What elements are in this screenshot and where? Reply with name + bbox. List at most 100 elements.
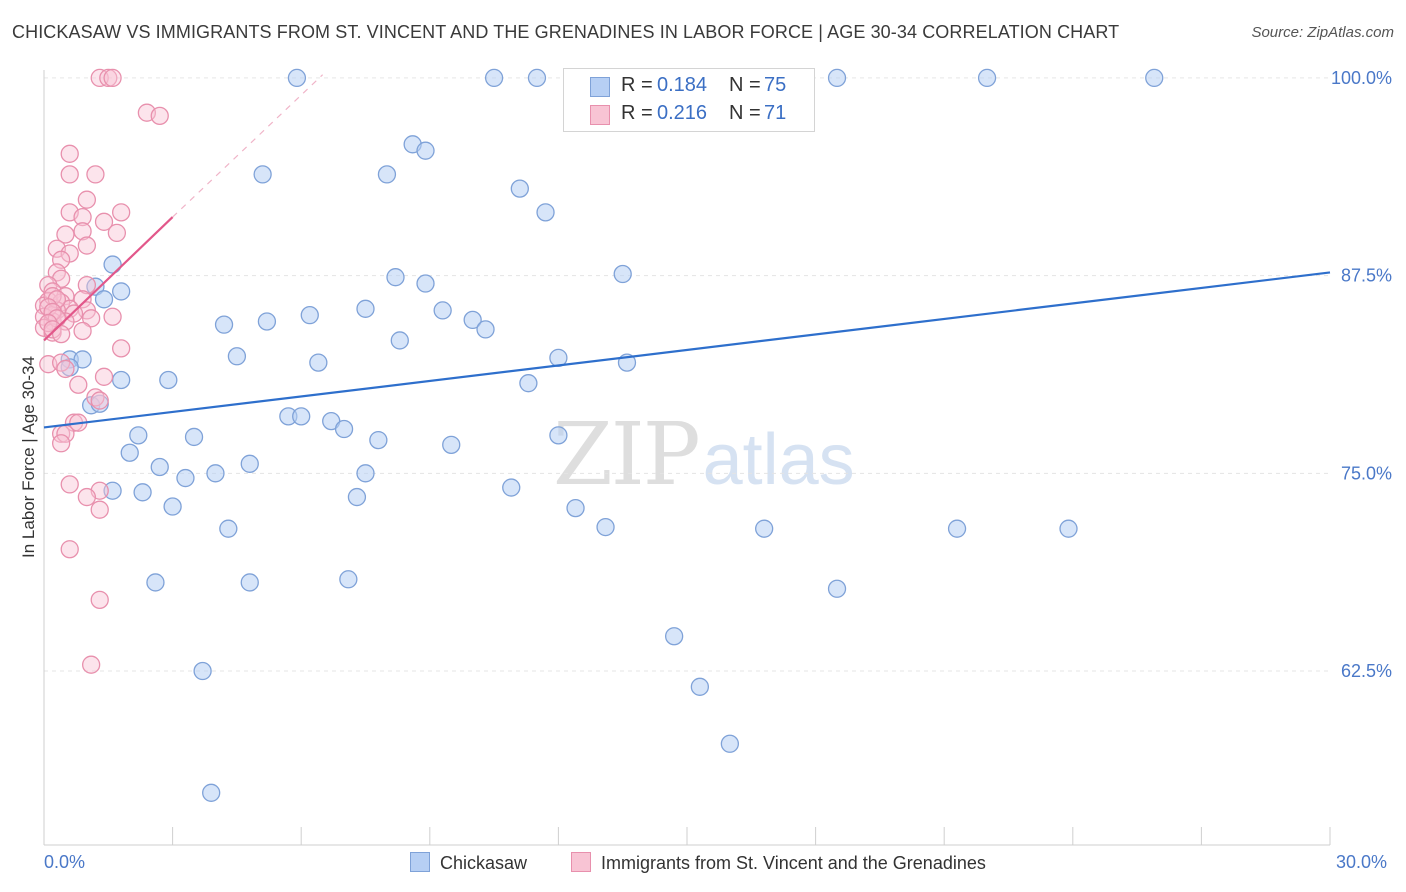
point-chickasaw: [193, 661, 212, 681]
point-chickasaw: [536, 203, 555, 222]
point-chickasaw: [377, 165, 397, 184]
point-chickasaw: [510, 179, 529, 198]
point-chickasaw: [112, 370, 131, 390]
y-tick-label: 75.0%: [1341, 463, 1392, 483]
point-chickasaw: [977, 68, 997, 88]
point-chickasaw: [433, 301, 452, 320]
point-immigrants: [82, 655, 101, 674]
point-chickasaw: [146, 573, 165, 592]
point-chickasaw: [240, 454, 259, 473]
point-chickasaw: [463, 310, 482, 330]
point-immigrants: [94, 367, 114, 386]
watermark: ZIPatlas: [553, 405, 855, 505]
x-tick-label-max: 30.0%: [1336, 852, 1388, 872]
point-immigrants: [112, 339, 131, 358]
point-immigrants: [103, 68, 122, 88]
trend-line-immigrants-extension: [172, 74, 324, 218]
point-chickasaw: [339, 570, 358, 589]
point-immigrants: [77, 275, 97, 295]
point-immigrants: [43, 320, 62, 339]
x-tick-label-min: 0.0%: [44, 852, 86, 872]
bottom-legend-label-chickasaw: Chickasaw: [440, 853, 528, 873]
point-chickasaw: [150, 457, 169, 477]
point-chickasaw: [1059, 519, 1078, 538]
point-immigrants: [56, 225, 75, 244]
point-chickasaw: [300, 306, 319, 325]
source-label: Source: ZipAtlas.com: [1251, 24, 1394, 41]
point-chickasaw: [476, 320, 495, 339]
point-chickasaw: [356, 464, 375, 483]
point-immigrants: [73, 321, 92, 341]
legend-r-label: R =: [621, 74, 653, 96]
point-immigrants: [112, 203, 131, 222]
point-chickasaw: [287, 68, 307, 88]
point-immigrants: [107, 223, 127, 243]
point-chickasaw: [202, 783, 221, 802]
legend-r-label: R =: [621, 102, 653, 124]
point-chickasaw: [442, 435, 461, 454]
point-chickasaw: [257, 312, 277, 331]
point-chickasaw: [1145, 68, 1164, 88]
legend-swatch-chickasaw: [590, 77, 610, 97]
chart-title: CHICKASAW VS IMMIGRANTS FROM ST. VINCENT…: [12, 22, 1120, 42]
point-chickasaw: [596, 517, 615, 537]
point-chickasaw: [103, 481, 122, 500]
point-chickasaw: [664, 627, 684, 646]
point-chickasaw: [292, 407, 311, 426]
point-chickasaw: [94, 290, 114, 309]
point-immigrants: [82, 309, 101, 328]
point-immigrants: [51, 434, 71, 453]
point-chickasaw: [519, 374, 538, 393]
legend-n-value: 75: [764, 74, 787, 96]
trend-lines: [43, 74, 1331, 429]
point-immigrants: [150, 106, 169, 126]
point-chickasaw: [827, 579, 847, 598]
point-chickasaw: [390, 331, 409, 350]
correlation-legend: R = 0.184 N = 75 R = 0.216 N = 71: [563, 68, 815, 132]
watermark-zip: ZIP: [553, 405, 701, 505]
bottom-legend-chickasaw: Chickasaw: [410, 852, 527, 874]
legend-r-value: 0.184: [657, 74, 708, 96]
point-chickasaw: [214, 315, 234, 334]
point-chickasaw: [176, 468, 195, 488]
point-immigrants: [60, 144, 79, 163]
point-immigrants: [77, 190, 97, 209]
point-immigrants: [56, 359, 75, 379]
point-chickasaw: [755, 519, 774, 538]
point-immigrants: [60, 540, 79, 559]
point-immigrants: [73, 207, 92, 227]
legend-n-label: N =: [729, 74, 761, 96]
y-tick-label: 87.5%: [1341, 266, 1392, 286]
point-immigrants: [60, 165, 79, 184]
point-chickasaw: [356, 299, 375, 318]
point-chickasaw: [219, 519, 238, 538]
bottom-legend-immigrants: Immigrants from St. Vincent and the Gren…: [571, 852, 986, 874]
point-immigrants: [94, 212, 114, 231]
point-immigrants: [73, 222, 92, 241]
axes: [43, 70, 1331, 846]
point-chickasaw: [112, 282, 131, 301]
point-chickasaw: [120, 443, 139, 462]
point-immigrants: [73, 290, 92, 309]
point-chickasaw: [347, 487, 367, 507]
y-tick-label: 100.0%: [1331, 68, 1392, 88]
bottom-legend-swatch-immigrants: [571, 852, 591, 872]
point-chickasaw: [827, 68, 847, 88]
point-immigrants: [103, 307, 122, 326]
trend-line-chickasaw: [43, 271, 1331, 429]
y-tick-label: 62.5%: [1341, 661, 1392, 681]
point-chickasaw: [253, 165, 272, 184]
point-immigrants: [60, 475, 79, 494]
point-chickasaw: [386, 268, 405, 287]
point-chickasaw: [309, 353, 328, 372]
legend-swatch-immigrants: [590, 105, 610, 125]
point-chickasaw: [163, 497, 182, 516]
bottom-legend-swatch-chickasaw: [410, 852, 430, 872]
point-chickasaw: [206, 464, 225, 483]
trend-line-immigrants: [43, 216, 174, 342]
point-chickasaw: [133, 483, 152, 502]
point-chickasaw: [159, 370, 178, 390]
legend-n-value: 71: [764, 102, 787, 124]
point-immigrants: [77, 487, 97, 507]
